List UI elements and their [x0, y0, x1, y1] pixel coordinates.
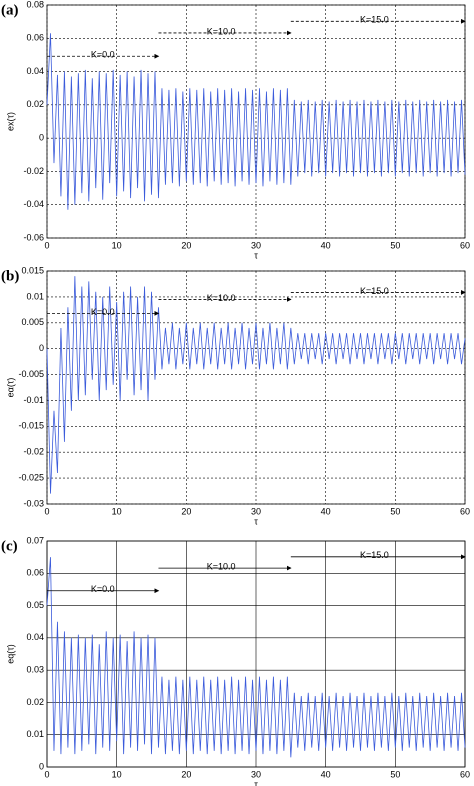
x-tick-label: 30	[251, 769, 261, 779]
y-tick-label: 0	[39, 343, 44, 353]
annotation: K=10.0	[207, 561, 236, 571]
y-tick-label: 0	[39, 133, 44, 143]
y-tick-label: 0.06	[26, 33, 44, 43]
x-tick-label: 40	[321, 506, 331, 516]
panel-label: (b)	[1, 268, 19, 284]
x-tick-label: 40	[321, 240, 331, 250]
x-tick-label: 0	[44, 240, 49, 250]
x-tick-label: 60	[460, 506, 470, 516]
x-tick-label: 0	[44, 769, 49, 779]
y-tick-label: -0.04	[23, 199, 44, 209]
y-tick-label: 0	[39, 761, 44, 771]
y-tick-label: 0.07	[26, 535, 44, 545]
y-tick-label: -0.015	[18, 421, 44, 431]
x-axis-label: τ	[254, 250, 258, 260]
y-tick-label: 0.08	[26, 0, 44, 9]
x-tick-label: 0	[44, 506, 49, 516]
x-axis-label: τ	[254, 516, 258, 526]
annotation: K=15.0	[360, 15, 389, 25]
y-tick-label: 0.03	[26, 665, 44, 675]
y-axis-label: eq(τ)	[5, 644, 15, 664]
annotation: K=0.0	[91, 584, 115, 594]
panel-label: (c)	[1, 538, 18, 554]
plot-frame	[46, 4, 466, 239]
annotation: K=0.0	[91, 50, 115, 60]
data-line	[46, 276, 466, 494]
y-tick-label: 0.005	[21, 317, 44, 327]
x-tick-label: 30	[251, 240, 261, 250]
x-tick-label: 40	[321, 769, 331, 779]
x-tick-label: 10	[112, 240, 122, 250]
y-tick-label: -0.005	[18, 369, 44, 379]
y-tick-label: 0.02	[26, 697, 44, 707]
y-tick-label: -0.06	[23, 232, 44, 242]
y-tick-label: 0.02	[26, 99, 44, 109]
x-tick-label: 50	[390, 769, 400, 779]
data-line	[46, 33, 466, 210]
annotation: K=10.0	[207, 26, 236, 36]
y-tick-label: -0.025	[18, 472, 44, 482]
x-tick-label: 20	[181, 506, 191, 516]
annotation: K=15.0	[360, 286, 389, 296]
x-tick-label: 20	[181, 240, 191, 250]
x-tick-label: 20	[181, 769, 191, 779]
y-tick-label: 0.04	[26, 632, 44, 642]
x-tick-label: 50	[390, 240, 400, 250]
x-tick-label: 60	[460, 240, 470, 250]
y-tick-label: 0.04	[26, 66, 44, 76]
annotation: K=15.0	[360, 550, 389, 560]
y-tick-label: -0.02	[23, 447, 44, 457]
x-tick-label: 60	[460, 769, 470, 779]
y-tick-label: 0.015	[21, 265, 44, 275]
x-axis-label: τ	[254, 779, 258, 786]
y-axis-label: ex(τ)	[5, 112, 15, 131]
y-tick-label: 0.05	[26, 600, 44, 610]
y-tick-label: -0.02	[23, 166, 44, 176]
y-tick-label: -0.01	[23, 395, 44, 405]
data-line	[46, 557, 466, 758]
x-tick-label: 10	[112, 506, 122, 516]
annotation: K=10.0	[207, 293, 236, 303]
y-tick-label: -0.03	[23, 498, 44, 508]
y-tick-label: 0.01	[26, 729, 44, 739]
x-tick-label: 10	[112, 769, 122, 779]
plot-frame	[46, 270, 466, 505]
annotation: K=0.0	[91, 307, 115, 317]
x-tick-label: 30	[251, 506, 261, 516]
y-axis-label: eα(τ)	[5, 378, 15, 398]
y-tick-label: 0.06	[26, 568, 44, 578]
plot-frame	[46, 540, 466, 768]
x-tick-label: 50	[390, 506, 400, 516]
y-tick-label: 0.01	[26, 291, 44, 301]
panel-label: (a)	[1, 2, 19, 18]
